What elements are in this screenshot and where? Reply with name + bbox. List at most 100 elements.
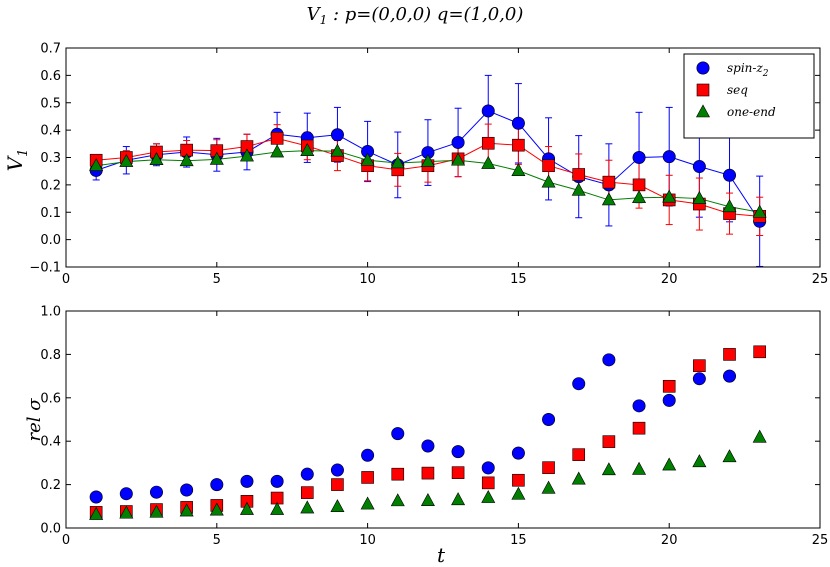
rel-point-seq [361, 471, 374, 484]
top-y-tick-label: 0.6 [40, 69, 61, 84]
point-one-end [119, 153, 134, 167]
legend-label-one-end: one-end [727, 105, 776, 119]
rel-point-one-end [632, 461, 647, 475]
point-spin-z2 [330, 128, 344, 142]
bottom-x-tick-label: 10 [359, 533, 376, 548]
rel-point-one-end [239, 501, 254, 515]
top-y-tick-label: 0.5 [40, 96, 61, 111]
legend-entry-one-end: one-end [695, 104, 776, 119]
bottom-y-tick-label: 1.0 [40, 305, 61, 320]
point-seq [542, 159, 555, 173]
bottom-y-tick-label: 0.6 [40, 391, 61, 406]
top-panel-v1: 0 5 10 15 20 25 −0.1 0.0 0.1 0.2 0.3 0.4 0.5 0.6 0.7 V… [3, 42, 828, 288]
rel-point-spin-z2 [692, 372, 706, 386]
bottom-y-tick-label: 0.0 [40, 522, 61, 537]
rel-point-one-end [179, 503, 194, 517]
rel-point-one-end [390, 493, 405, 507]
rel-point-one-end [119, 505, 134, 519]
rel-point-one-end [481, 489, 496, 503]
top-y-tick-label: 0.4 [40, 124, 61, 139]
legend-marker-seq [696, 83, 710, 97]
top-x-tick-label: 20 [661, 272, 678, 287]
rel-point-one-end [692, 454, 707, 468]
point-one-end [300, 143, 315, 156]
legend-label-seq: seq [727, 83, 748, 97]
legend-entry-seq: seq [696, 83, 748, 97]
rel-point-seq [300, 486, 314, 499]
rel-point-seq [391, 467, 405, 481]
top-y-axis-label: V1 [3, 149, 31, 172]
point-one-end [360, 152, 375, 166]
rel-point-spin-z2 [361, 448, 375, 462]
top-y-tick-label: 0.7 [40, 42, 61, 57]
point-spin-z2 [511, 116, 525, 130]
figure-title: V1 : p=(0,0,0) q=(1,0,0) [307, 4, 524, 27]
rel-point-spin-z2 [330, 463, 344, 477]
rel-point-spin-z2 [632, 399, 646, 413]
bottom-x-axis-label: t [437, 543, 446, 567]
point-one-end [451, 152, 466, 166]
rel-point-one-end [89, 506, 104, 520]
point-one-end [149, 152, 164, 165]
rel-point-seq [632, 421, 646, 435]
point-one-end [541, 174, 556, 188]
top-y-tick-label: 0.2 [40, 178, 61, 193]
rel-point-seq [662, 379, 676, 393]
point-one-end [481, 155, 496, 169]
legend-entry-spin-z2: spin-z2 [696, 61, 769, 79]
rel-point-spin-z2 [300, 467, 314, 481]
bottom-x-tick-label: 5 [213, 533, 221, 548]
rel-point-one-end [330, 499, 345, 513]
bottom-x-tick-label: 0 [62, 533, 70, 548]
point-seq [572, 168, 586, 181]
rel-point-seq [331, 478, 344, 491]
point-one-end [571, 182, 586, 196]
rel-point-one-end [360, 496, 375, 510]
legend: spin-z2 seq one-end [683, 53, 815, 139]
point-one-end [632, 190, 647, 204]
point-one-end [511, 163, 526, 176]
point-one-end [330, 143, 345, 157]
point-seq [512, 138, 525, 152]
rel-point-spin-z2 [451, 445, 465, 459]
bottom-x-tick-label: 20 [661, 533, 678, 548]
rel-point-seq [481, 476, 495, 490]
top-y-tick-label: 0.0 [40, 233, 61, 248]
legend-marker-spin-z2 [696, 61, 710, 75]
rel-point-one-end [571, 471, 586, 485]
point-one-end [239, 148, 254, 162]
rel-point-spin-z2 [602, 353, 616, 367]
point-seq [270, 132, 284, 145]
rel-point-spin-z2 [391, 427, 405, 441]
bottom-x-tick-label: 15 [510, 533, 527, 548]
rel-point-one-end [511, 486, 526, 500]
top-y-tick-label: 0.1 [40, 206, 61, 221]
rel-point-spin-z2 [270, 474, 284, 488]
rel-point-seq [753, 345, 766, 359]
point-spin-z2 [481, 104, 495, 118]
rel-point-spin-z2 [662, 393, 676, 407]
point-spin-z2 [723, 168, 737, 182]
bottom-panel-rel-sigma: 0 5 10 15 20 25 0.0 0.2 0.4 0.6 0.8 1.0 rel σ t [24, 305, 828, 567]
rel-point-seq [421, 466, 435, 480]
legend-label-spin-z2: spin-z2 [727, 61, 769, 79]
point-seq [632, 178, 646, 192]
point-one-end [420, 153, 435, 167]
bottom-axes-frame [65, 310, 821, 529]
rel-point-spin-z2 [572, 377, 586, 391]
top-x-tick-label: 5 [213, 272, 221, 287]
rel-point-spin-z2 [89, 490, 103, 504]
rel-point-one-end [270, 501, 285, 515]
rel-point-one-end [420, 493, 435, 506]
top-x-tick-label: 15 [510, 272, 527, 287]
bottom-y-tick-label: 0.8 [40, 348, 61, 363]
rel-point-one-end [300, 500, 315, 514]
bottom-y-tick-label: 0.2 [40, 478, 61, 493]
point-seq [602, 175, 616, 189]
rel-point-spin-z2 [421, 439, 435, 453]
point-one-end [209, 151, 224, 165]
rel-point-one-end [541, 480, 556, 494]
rel-point-one-end [662, 457, 677, 471]
bottom-x-tick-label: 25 [812, 533, 829, 548]
top-x-tick-label: 10 [359, 272, 376, 287]
